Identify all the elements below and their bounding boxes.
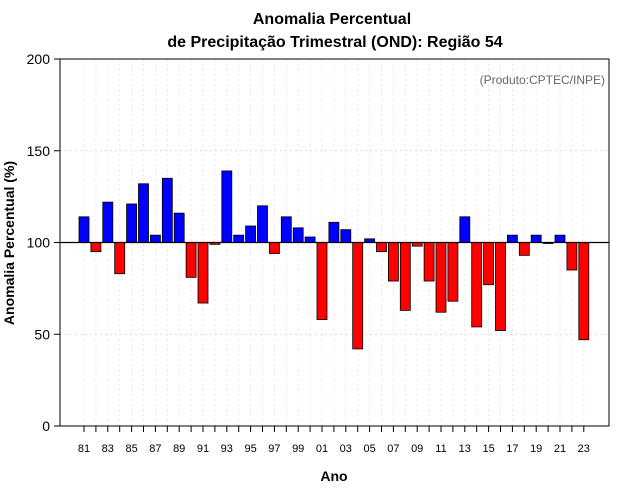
bar-94 bbox=[233, 234, 245, 243]
x-tick-label: 03 bbox=[340, 443, 352, 455]
x-axis: 81 83 85 87 89 91 93 95 97 99 01 03 05 07 09 11 13 15 17 19… bbox=[78, 426, 590, 455]
bar-84 bbox=[114, 242, 126, 275]
bar-21 bbox=[554, 234, 566, 243]
bar-16 bbox=[495, 242, 506, 331]
bar-90 bbox=[185, 242, 197, 278]
bar-18 bbox=[518, 242, 530, 256]
source-note: (Produto:CPTEC/INPE) bbox=[480, 73, 605, 87]
bar-91 bbox=[197, 242, 209, 304]
bar-13 bbox=[459, 216, 471, 243]
bar-07 bbox=[387, 242, 399, 282]
bar-12 bbox=[447, 242, 459, 302]
bar-01 bbox=[316, 242, 328, 320]
x-tick-label: 19 bbox=[530, 443, 542, 455]
x-tick-label: 15 bbox=[482, 443, 494, 455]
bar-08 bbox=[399, 242, 411, 311]
chart-title-line2: de Precipitação Trimestral (OND): Região… bbox=[167, 34, 502, 51]
bar-81 bbox=[78, 216, 90, 243]
y-tick-label: 150 bbox=[27, 143, 51, 159]
x-tick-label: 87 bbox=[149, 443, 161, 455]
bar-15 bbox=[483, 242, 495, 286]
bar-14 bbox=[471, 242, 483, 328]
bar-02 bbox=[328, 221, 340, 243]
y-tick-label: 100 bbox=[27, 235, 51, 251]
bar-88 bbox=[161, 177, 173, 243]
bar-19 bbox=[530, 234, 542, 243]
bar-93 bbox=[221, 170, 233, 243]
bar-86 bbox=[138, 183, 149, 243]
bar-98 bbox=[280, 216, 292, 243]
bar-89 bbox=[173, 212, 185, 243]
y-tick-label: 0 bbox=[42, 418, 50, 434]
x-tick-label: 97 bbox=[268, 443, 280, 455]
y-tick-label: 200 bbox=[27, 51, 51, 67]
bar-85 bbox=[126, 203, 137, 243]
x-axis-label: Ano bbox=[320, 468, 347, 484]
bar-99 bbox=[292, 227, 304, 243]
bar-96 bbox=[257, 205, 268, 243]
x-tick-label: 85 bbox=[125, 443, 137, 455]
bar-83 bbox=[102, 201, 114, 243]
y-axis-label: Anomalia Percentual (%) bbox=[1, 161, 17, 325]
bar-87 bbox=[149, 234, 161, 243]
x-tick-label: 81 bbox=[78, 443, 90, 455]
gridlines bbox=[60, 59, 609, 426]
x-tick-label: 13 bbox=[459, 443, 471, 455]
x-tick-label: 05 bbox=[363, 443, 375, 455]
y-axis: 0 50 100 150 200 bbox=[27, 51, 60, 434]
x-tick-label: 21 bbox=[554, 443, 566, 455]
bar-97 bbox=[268, 242, 280, 254]
x-tick-label: 01 bbox=[316, 443, 328, 455]
bar-00 bbox=[304, 236, 316, 243]
x-tick-label: 89 bbox=[173, 443, 185, 455]
x-tick-label: 07 bbox=[387, 443, 399, 455]
bar-10 bbox=[423, 242, 435, 282]
bar-82 bbox=[90, 242, 102, 253]
bar-17 bbox=[506, 234, 518, 243]
x-tick-label: 17 bbox=[506, 443, 518, 455]
x-tick-label: 23 bbox=[578, 443, 590, 455]
bar-11 bbox=[435, 242, 447, 313]
x-tick-label: 11 bbox=[435, 443, 446, 455]
x-tick-label: 93 bbox=[221, 443, 233, 455]
x-tick-label: 95 bbox=[244, 443, 256, 455]
bar-23 bbox=[578, 242, 590, 341]
bar-22 bbox=[566, 242, 578, 271]
x-tick-label: 99 bbox=[292, 443, 304, 455]
chart-title-line1: Anomalia Percentual bbox=[253, 11, 411, 28]
y-tick-label: 50 bbox=[34, 326, 50, 342]
x-tick-label: 91 bbox=[197, 443, 209, 455]
bar-03 bbox=[340, 229, 352, 243]
bar-95 bbox=[245, 225, 257, 243]
bar-06 bbox=[376, 242, 387, 253]
x-tick-label: 09 bbox=[411, 443, 423, 455]
bars bbox=[78, 170, 590, 350]
bar-04 bbox=[352, 242, 364, 350]
x-tick-label: 83 bbox=[102, 443, 114, 455]
